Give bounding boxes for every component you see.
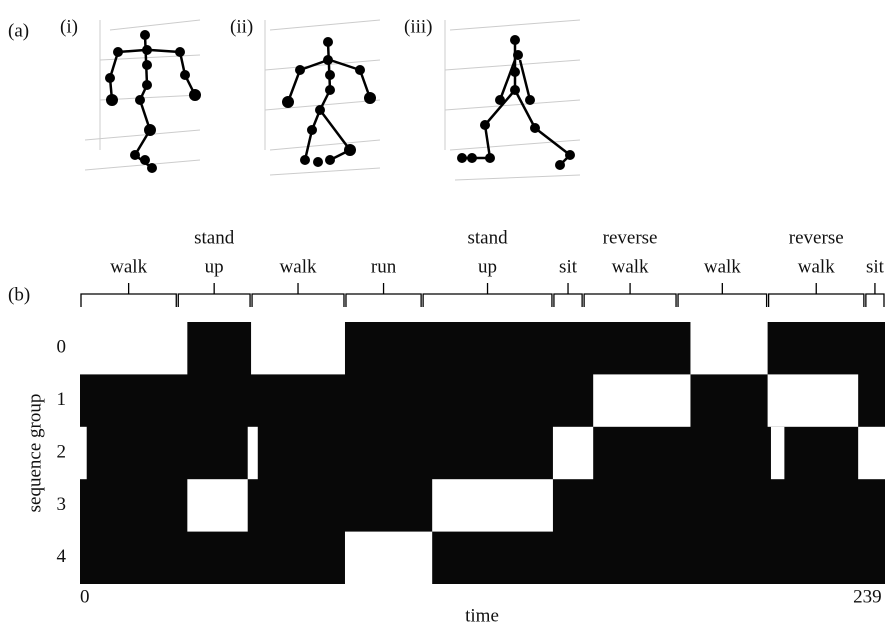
y-tick-label: 3	[57, 494, 67, 515]
segment-label: sit	[866, 256, 885, 277]
segment-label: reverse	[789, 227, 844, 248]
segment-label: stand	[194, 227, 235, 248]
y-tick-label: 2	[57, 441, 67, 462]
segment-label: walk	[280, 256, 317, 277]
segment-label: sit	[559, 256, 578, 277]
segment-bracket	[346, 283, 421, 307]
segment-label: run	[371, 256, 397, 277]
heatmap-block	[251, 322, 345, 374]
segment-label: walk	[110, 256, 147, 277]
stick-figure	[105, 30, 575, 173]
heatmap-block	[345, 532, 432, 584]
y-tick-label: 1	[57, 389, 67, 410]
segment-bracket	[252, 283, 344, 307]
heatmap-block	[768, 374, 859, 426]
segment-label: walk	[704, 256, 741, 277]
segment-bracket	[554, 283, 582, 307]
segment-label: reverse	[603, 227, 658, 248]
segment-bracket	[678, 283, 767, 307]
y-tick-label: 4	[57, 546, 67, 567]
segment-bracket	[423, 283, 552, 307]
heatmap-block	[593, 374, 690, 426]
heatmap-block	[858, 427, 885, 479]
segment-label: walk	[798, 256, 835, 277]
heatmap-block	[80, 427, 87, 479]
segment-bracket	[769, 283, 864, 307]
figure: (a) (b) (i) (ii) (iii) sequence group ti…	[0, 0, 891, 628]
heatmap-block	[248, 427, 258, 479]
heatmap-block	[187, 479, 247, 531]
segment-bracket	[178, 283, 250, 307]
x-axis-label: time	[465, 605, 499, 626]
heatmap-block	[553, 427, 593, 479]
heatmap-block	[771, 427, 784, 479]
x-tick-label: 0	[80, 586, 90, 607]
heatmap-block	[80, 322, 187, 374]
heatmap-block	[690, 322, 767, 374]
x-tick-label: 239	[853, 586, 882, 607]
segment-bracket	[584, 283, 676, 307]
y-tick-label: 0	[57, 337, 67, 358]
y-axis-label: sequence group	[24, 394, 45, 513]
segment-bracket	[866, 283, 884, 307]
panel-label: (b)	[8, 284, 30, 305]
segment-label: stand	[467, 227, 508, 248]
segment-label: up	[478, 256, 497, 277]
panel-label: (a)	[8, 20, 29, 41]
segment-bracket	[81, 283, 176, 307]
figure-label: (ii)	[230, 16, 253, 37]
segment-label: walk	[612, 256, 649, 277]
figure-label: (iii)	[404, 16, 433, 37]
heatmap-block	[432, 479, 553, 531]
figure-label: (i)	[60, 16, 78, 37]
segment-label: up	[205, 256, 224, 277]
